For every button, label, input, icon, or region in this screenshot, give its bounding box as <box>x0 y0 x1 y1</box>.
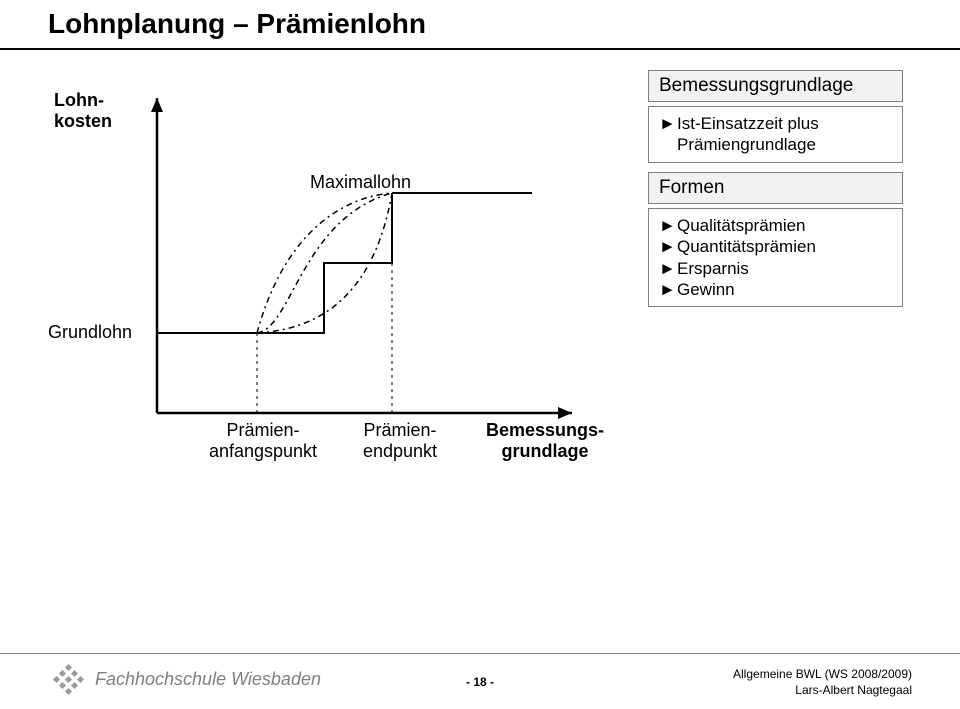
triangle-marker-icon: ► <box>659 279 677 300</box>
list-item-label: Qualitätsprämien <box>677 215 892 236</box>
triangle-marker-icon: ► <box>659 215 677 236</box>
footer-rule <box>0 653 960 654</box>
title-rule <box>0 48 960 50</box>
list-item-label: Ist-Einsatzzeit plus Prämiengrundlage <box>677 113 892 156</box>
praemienlohn-diagram <box>62 78 622 498</box>
list-item: ►Gewinn <box>659 279 892 300</box>
bemessung-list-box: ►Ist-Einsatzzeit plus Prämiengrundlage <box>648 106 903 163</box>
footer-course-info: Allgemeine BWL (WS 2008/2009) Lars-Alber… <box>733 667 912 698</box>
formen-header-box: Formen <box>648 172 903 204</box>
triangle-marker-icon: ► <box>659 113 677 134</box>
list-item-label: Gewinn <box>677 279 892 300</box>
list-item-label: Quantitätsprämien <box>677 236 892 257</box>
list-item: ►Ersparnis <box>659 258 892 279</box>
triangle-marker-icon: ► <box>659 236 677 257</box>
page-title: Lohnplanung – Prämienlohn <box>48 8 426 40</box>
list-item: ►Qualitätsprämien <box>659 215 892 236</box>
list-item: ►Quantitätsprämien <box>659 236 892 257</box>
footer-author: Lars-Albert Nagtegaal <box>733 683 912 699</box>
triangle-marker-icon: ► <box>659 258 677 279</box>
bemessung-header-box: Bemessungsgrundlage <box>648 70 903 102</box>
slide-footer: Fachhochschule Wiesbaden - 18 - Allgemei… <box>0 653 960 709</box>
list-item-label: Ersparnis <box>677 258 892 279</box>
list-item: ►Ist-Einsatzzeit plus Prämiengrundlage <box>659 113 892 156</box>
footer-course: Allgemeine BWL (WS 2008/2009) <box>733 667 912 683</box>
formen-list-box: ►Qualitätsprämien►Quantitätsprämien►Ersp… <box>648 208 903 307</box>
